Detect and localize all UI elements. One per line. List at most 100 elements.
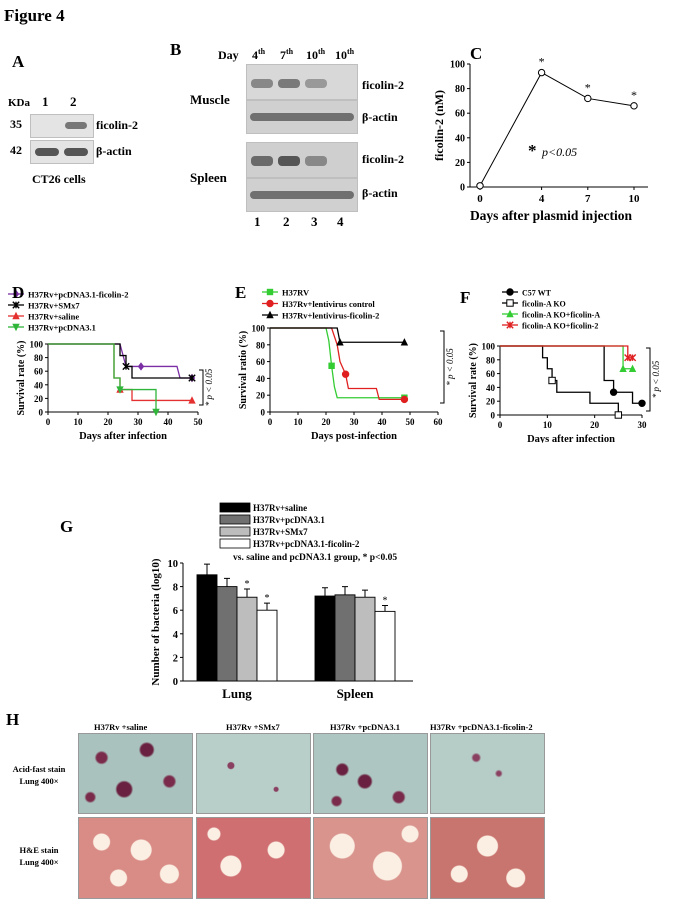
panel-letter-e: E [235, 283, 247, 302]
y-tick-label: 40 [256, 374, 266, 384]
legend-label: H37Rv+SMx7 [253, 527, 308, 537]
sig-label: * p < 0.05 [651, 360, 661, 398]
data-point [122, 362, 130, 371]
y-tick-label: 0 [460, 183, 465, 194]
y-tick-label: 60 [455, 109, 465, 120]
data-point [548, 376, 556, 385]
error-bar [342, 586, 348, 595]
legend-label: ficolin-A KO+ficolin-2 [522, 322, 598, 331]
b-lane-4: 4 [337, 214, 344, 229]
bar [334, 594, 356, 682]
micrograph-acidfast-smx7 [196, 733, 311, 814]
b-lane-2: 2 [283, 214, 290, 229]
band [35, 148, 59, 156]
x-tick-label: 20 [322, 417, 332, 427]
b-row-label-3: ficolin-2 [362, 152, 404, 166]
b-row-label-2: β-actin [362, 110, 398, 124]
blot-a-ficolin [30, 114, 94, 138]
series-line [479, 71, 635, 187]
legend-marker [506, 321, 514, 329]
row-label-ficolin-2: ficolin-2 [96, 118, 138, 132]
h-col-2: H37Rv +SMx7 [226, 722, 280, 732]
bar [354, 596, 376, 682]
x-tick-label: 10 [294, 417, 304, 427]
legend-marker [266, 288, 274, 296]
series-line [270, 327, 405, 343]
micrograph-he-ficolin [430, 817, 545, 899]
y-tick-label: 8 [173, 583, 178, 594]
data-point [341, 370, 350, 378]
y-axis-title: Survival ratio (%) [238, 331, 249, 409]
legend-marker [266, 299, 274, 308]
x-tick-label: 20 [590, 420, 600, 430]
y-tick-label: 100 [30, 340, 44, 350]
legend-swatch [219, 514, 251, 525]
y-tick-label: 80 [486, 355, 496, 365]
chart-f: C57 WT ficolin-A KO ficolin-A KO+ficolin-A… [468, 288, 661, 443]
sig-star: * [383, 595, 388, 606]
band [278, 156, 300, 166]
data-point [400, 395, 409, 404]
sig-bracket [440, 330, 445, 404]
b-lane-3: 3 [311, 214, 318, 229]
blot-a-actin [30, 140, 94, 164]
h-row-1-line2: Lung 400× [19, 776, 59, 786]
data-point [624, 354, 632, 362]
legend-label: ficolin-A KO+ficolin-A [522, 311, 600, 320]
x-tick-label: 40 [378, 417, 388, 427]
data-point [609, 388, 618, 396]
bar [314, 595, 336, 682]
data-point [614, 411, 623, 419]
figure-title: Figure 4 [4, 6, 65, 25]
band [251, 156, 273, 166]
blot-b-muscle-actin [246, 100, 358, 134]
chart-d: H37Rv+pcDNA3.1-ficolin-2H37Rv+SMx7H37Rv+… [8, 289, 214, 442]
data-point [537, 68, 546, 77]
legend-label: H37Rv+saline [253, 503, 307, 513]
error-bar [322, 587, 328, 597]
x-tick-label: 10 [74, 417, 84, 427]
lane-2-label: 2 [70, 94, 77, 109]
y-tick-label: 80 [455, 84, 465, 95]
x-axis-title: Days after plasmid injection [470, 208, 633, 223]
x-tick-label: 50 [194, 417, 204, 427]
panel-letter-g: G [60, 517, 74, 536]
legend-marker [12, 289, 20, 299]
b-lane-1: 1 [254, 214, 261, 229]
y-tick-label: 6 [173, 606, 178, 617]
x-tick-label: 7 [585, 193, 591, 205]
legend-label: H37Rv+pcDNA3.1 [28, 323, 96, 333]
band [305, 79, 327, 88]
micrograph-he-smx7 [196, 817, 311, 899]
y-tick-label: 4 [173, 630, 179, 641]
annotation-star: * [528, 141, 537, 160]
panel-letter-d: D [12, 283, 25, 302]
x-tick-label: 0 [498, 420, 503, 430]
series-line [270, 327, 405, 401]
day-col-2: 7th [280, 47, 294, 62]
micrograph-he-pcdna [313, 817, 428, 899]
data-point [476, 182, 484, 190]
sig-star: * [585, 80, 591, 94]
data-point [188, 396, 196, 404]
blot-b-spleen-actin [246, 178, 358, 212]
sig-label: * p < 0.05 [445, 348, 455, 386]
bar [256, 609, 278, 682]
y-tick-label: 60 [34, 367, 44, 377]
legend-label: H37Rv+lentivirus control [282, 299, 375, 309]
legend-label: C57 WT [522, 289, 552, 298]
panel-letter-a: A [12, 52, 25, 71]
bar [196, 574, 218, 682]
y-tick-label: 40 [455, 133, 465, 144]
band [64, 148, 88, 156]
legend-label: H37Rv+pcDNA3.1 [253, 515, 325, 525]
micrograph-acidfast-saline [78, 733, 193, 814]
h-row-2-label: H&E stain Lung 400× [6, 844, 72, 868]
series-line [500, 345, 633, 359]
sig-bracket [199, 369, 204, 406]
micrograph-acidfast-pcdna [313, 733, 428, 814]
x-tick-label: 30 [638, 420, 648, 430]
category-label: Lung [222, 686, 252, 701]
sig-star: * [631, 88, 637, 102]
